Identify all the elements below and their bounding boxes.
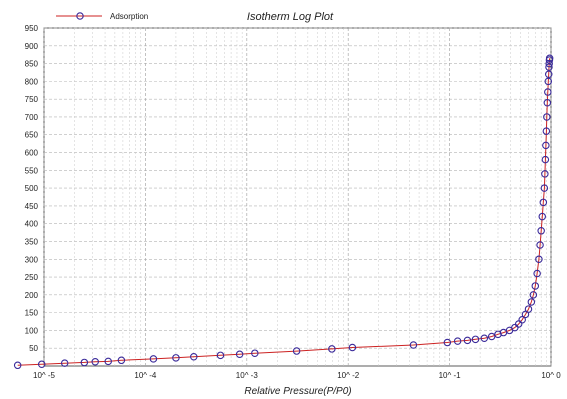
x-tick-label: 10^ 0 [541, 371, 561, 380]
x-tick-label: 10^ -2 [337, 371, 360, 380]
y-tick-label: 550 [25, 166, 39, 175]
data-point-adsorption [235, 350, 244, 359]
x-tick-label: 10^ -3 [236, 371, 259, 380]
data-point-adsorption [540, 184, 549, 192]
data-point-adsorption [535, 255, 543, 264]
y-tick-label: 650 [25, 131, 39, 140]
grid-lines [43, 27, 552, 366]
data-point-adsorption [538, 212, 547, 221]
y-tick-label: 400 [25, 220, 39, 229]
x-tick-label: 10^ -1 [439, 371, 462, 380]
chart-title: Isotherm Log Plot [247, 11, 334, 23]
data-point-adsorption [531, 282, 540, 290]
data-point-adsorption [190, 352, 198, 361]
data-point-adsorption [524, 305, 533, 313]
data-point-adsorption [463, 336, 472, 345]
y-tick-label: 350 [25, 237, 39, 246]
x-axis-title: Relative Pressure(P/P0) [244, 386, 351, 397]
data-point-adsorption [480, 334, 489, 342]
data-point-adsorption [533, 269, 541, 278]
data-point-adsorption [60, 359, 69, 367]
data-point-adsorption [545, 59, 553, 68]
y-tick-label: 750 [25, 95, 39, 104]
data-point-adsorption [216, 351, 225, 360]
data-point-adsorption [545, 54, 554, 62]
data-point-adsorption [527, 298, 536, 306]
plot-area [43, 27, 552, 367]
x-tick-label: 10^ -4 [134, 371, 157, 380]
y-axis-ticks: 50 100 150 200 250 300 350 400 450 500 550 600 650 70… [25, 24, 39, 353]
data-point-adsorption [542, 127, 551, 135]
legend: Adsorption [56, 12, 148, 21]
data-point-adsorption [172, 354, 180, 362]
series-layer [13, 54, 554, 370]
data-point-adsorption [544, 88, 552, 96]
data-point-adsorption [536, 241, 544, 249]
data-point-adsorption [251, 349, 259, 357]
data-point-adsorption [80, 358, 89, 367]
data-point-adsorption [471, 335, 480, 344]
x-tick-label: 10^ -5 [33, 371, 56, 380]
x-axis-ticks: 10^ -5 10^ -4 10^ -3 10^ -2 10^ -1 10^ 0 [33, 371, 561, 380]
data-point-adsorption [545, 63, 553, 71]
data-point-adsorption [541, 170, 549, 178]
y-tick-label: 50 [29, 344, 38, 353]
data-point-adsorption [13, 361, 22, 370]
y-tick-label: 300 [25, 255, 39, 264]
data-point-adsorption [487, 332, 496, 341]
y-tick-label: 200 [25, 291, 39, 300]
data-point-adsorption [542, 141, 550, 150]
y-tick-label: 700 [25, 113, 39, 122]
y-tick-label: 150 [25, 309, 39, 318]
legend-label-adsorption: Adsorption [110, 12, 148, 21]
data-point-adsorption [518, 315, 526, 324]
y-tick-label: 900 [25, 42, 39, 51]
legend-marker-adsorption [76, 12, 84, 20]
y-tick-label: 500 [25, 184, 39, 193]
data-point-adsorption [544, 70, 553, 79]
data-point-adsorption [104, 357, 112, 366]
data-point-adsorption [544, 77, 553, 86]
data-point-adsorption [537, 227, 545, 235]
y-tick-label: 850 [25, 60, 39, 69]
data-point-adsorption [292, 347, 301, 355]
data-point-adsorption [149, 355, 158, 363]
y-tick-label: 950 [25, 24, 39, 33]
data-point-adsorption [409, 341, 418, 349]
data-point-adsorption [328, 345, 336, 353]
data-point-adsorption [37, 360, 46, 368]
y-tick-label: 250 [25, 273, 39, 282]
data-point-adsorption [91, 357, 99, 366]
data-point-adsorption [529, 291, 538, 299]
data-point-adsorption [543, 113, 551, 121]
y-tick-label: 800 [25, 77, 39, 86]
data-point-adsorption [541, 155, 550, 164]
data-point-adsorption [117, 356, 126, 365]
y-tick-label: 600 [25, 149, 39, 158]
y-tick-label: 100 [25, 326, 39, 335]
y-tick-label: 450 [25, 202, 39, 211]
data-point-adsorption [453, 337, 462, 345]
data-point-adsorption [348, 343, 357, 352]
data-point-adsorption [543, 98, 552, 107]
data-point-adsorption [443, 338, 452, 347]
data-point-adsorption [539, 198, 548, 207]
